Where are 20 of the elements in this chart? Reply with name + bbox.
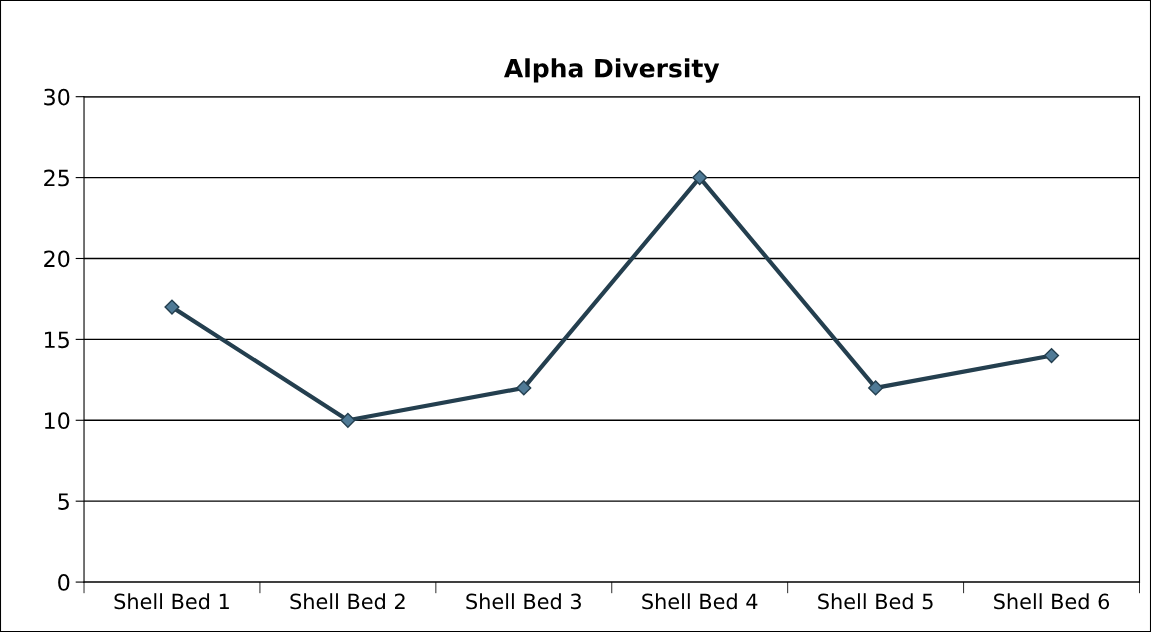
y-tick-label: 15 [44, 331, 69, 349]
y-tick-label: 30 [44, 88, 70, 106]
point [164, 299, 180, 315]
x-tick-label: Shell Bed 6 [994, 593, 1110, 610]
x-tick-label: Shell Bed 4 [642, 593, 758, 610]
point [692, 170, 708, 186]
y-tick-label: 5 [58, 493, 69, 510]
x-tick-label: Shell Bed 2 [290, 593, 405, 610]
x-tick-label: Shell Bed 1 [114, 593, 229, 610]
chart-title: Alpha Diversity [503, 58, 720, 83]
x-tick-label: Shell Bed 5 [818, 593, 933, 610]
point [340, 412, 356, 428]
point [1043, 347, 1060, 364]
y-tick-label: 25 [44, 169, 69, 187]
y-tick-label: 20 [44, 250, 70, 268]
x-tick-label: Shell Bed 3 [466, 593, 581, 610]
point [516, 380, 532, 396]
point [868, 380, 884, 396]
y-tick-label: 10 [44, 412, 70, 430]
y-tick-label: 0 [58, 574, 70, 591]
